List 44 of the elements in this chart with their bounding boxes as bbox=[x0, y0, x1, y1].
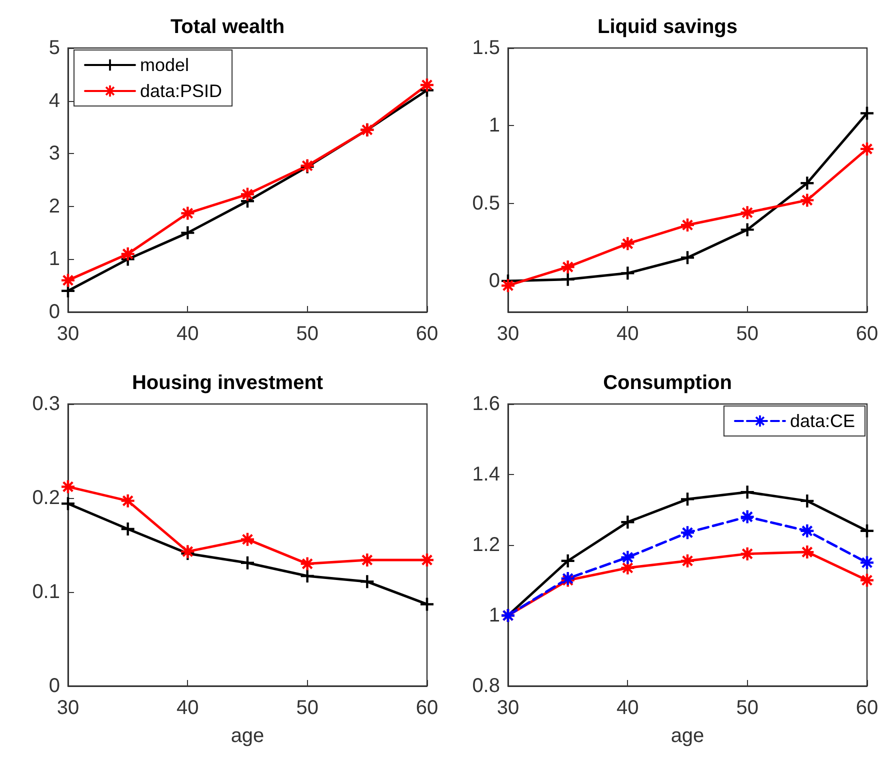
legend-label: model bbox=[140, 55, 190, 75]
y-tick-label: 1 bbox=[488, 604, 500, 626]
y-tick-label: 1 bbox=[48, 248, 60, 270]
x-tick-label: 60 bbox=[416, 323, 438, 345]
y-tick-label: 0.5 bbox=[472, 192, 500, 214]
y-tick-label: 4 bbox=[48, 90, 60, 112]
x-tick-label: 50 bbox=[736, 323, 758, 345]
x-tick-label: 50 bbox=[296, 697, 318, 719]
y-tick-label: 0 bbox=[48, 675, 60, 697]
x-tick-label: 40 bbox=[176, 323, 199, 345]
x-tick-label: 50 bbox=[736, 697, 758, 719]
y-tick-label: 3 bbox=[48, 142, 60, 165]
y-tick-label: 0 bbox=[48, 301, 60, 323]
chart-title: Liquid savings bbox=[597, 16, 738, 38]
x-tick-label: 40 bbox=[616, 697, 639, 719]
legend-label: data:PSID bbox=[140, 81, 222, 101]
x-tick-label: 60 bbox=[856, 323, 878, 345]
x-tick-label: 30 bbox=[496, 697, 520, 719]
y-tick-label: 1.5 bbox=[472, 37, 500, 59]
y-tick-label: 0 bbox=[488, 270, 500, 292]
y-tick-label: 1.6 bbox=[472, 393, 500, 415]
y-tick-label: 1 bbox=[488, 114, 500, 137]
y-tick-label: 0.8 bbox=[472, 675, 500, 697]
legend-label: data:CE bbox=[790, 411, 856, 431]
y-tick-label: 5 bbox=[48, 37, 60, 59]
x-axis-title: age bbox=[230, 725, 264, 747]
y-tick-label: 0.2 bbox=[32, 487, 60, 509]
y-tick-label: 1.2 bbox=[472, 534, 500, 556]
y-tick-label: 1.4 bbox=[472, 464, 500, 486]
x-axis-title: age bbox=[670, 725, 704, 747]
y-tick-label: 0.1 bbox=[32, 581, 60, 603]
y-tick-label: 2 bbox=[48, 195, 60, 218]
chart-title: Consumption bbox=[603, 372, 732, 394]
x-tick-label: 50 bbox=[296, 323, 318, 345]
x-tick-label: 30 bbox=[56, 697, 80, 719]
x-tick-label: 40 bbox=[616, 323, 639, 345]
x-tick-label: 30 bbox=[496, 323, 520, 345]
chart-title: Total wealth bbox=[170, 16, 285, 38]
x-tick-label: 30 bbox=[56, 323, 80, 345]
x-tick-label: 60 bbox=[856, 697, 878, 719]
x-tick-label: 40 bbox=[176, 697, 199, 719]
x-tick-label: 60 bbox=[416, 697, 438, 719]
y-tick-label: 0.3 bbox=[32, 393, 60, 415]
chart-title: Housing investment bbox=[132, 372, 324, 394]
